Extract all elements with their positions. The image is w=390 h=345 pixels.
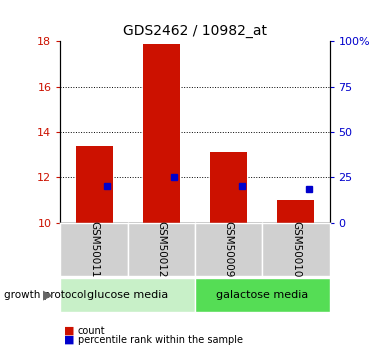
Text: GSM50009: GSM50009 bbox=[223, 221, 234, 277]
Text: GSM50011: GSM50011 bbox=[89, 221, 99, 277]
Text: GSM50012: GSM50012 bbox=[156, 221, 167, 277]
Bar bbox=[210, 152, 247, 223]
Text: percentile rank within the sample: percentile rank within the sample bbox=[78, 335, 243, 345]
Text: glucose media: glucose media bbox=[87, 290, 168, 300]
Text: ▶: ▶ bbox=[43, 288, 53, 302]
Text: ■: ■ bbox=[64, 335, 75, 345]
Text: ■: ■ bbox=[64, 326, 75, 335]
Bar bbox=[76, 146, 113, 223]
Text: galactose media: galactose media bbox=[216, 290, 308, 300]
Text: count: count bbox=[78, 326, 106, 335]
Title: GDS2462 / 10982_at: GDS2462 / 10982_at bbox=[123, 23, 267, 38]
Text: growth protocol: growth protocol bbox=[4, 290, 86, 300]
Bar bbox=[277, 200, 314, 223]
Text: GSM50010: GSM50010 bbox=[291, 221, 301, 277]
Bar bbox=[143, 44, 180, 223]
